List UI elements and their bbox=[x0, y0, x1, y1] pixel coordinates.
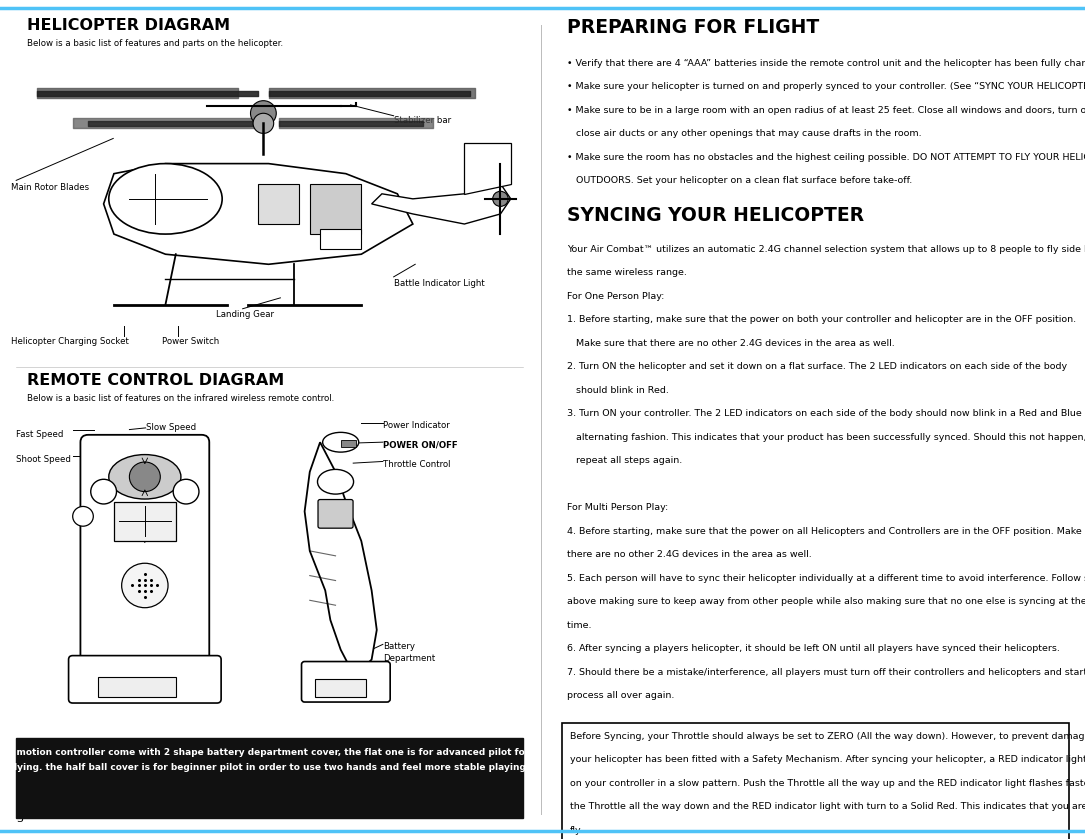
Text: Before Syncing, your Throttle should always be set to ZERO (All the way down). H: Before Syncing, your Throttle should alw… bbox=[570, 732, 1085, 741]
Circle shape bbox=[251, 101, 277, 126]
Text: Fast Speed: Fast Speed bbox=[16, 430, 64, 439]
Bar bbox=[258, 184, 299, 224]
Text: process all over again.: process all over again. bbox=[567, 691, 675, 701]
Text: your helicopter has been fitted with a Safety Mechanism. After syncing your heli: your helicopter has been fitted with a S… bbox=[570, 755, 1085, 764]
Text: 4: 4 bbox=[1057, 814, 1063, 824]
Text: • Make sure to be in a large room with an open radius of at least 25 feet. Close: • Make sure to be in a large room with a… bbox=[567, 106, 1085, 115]
Text: Trim Controls: Trim Controls bbox=[145, 468, 202, 477]
Text: Slow Speed: Slow Speed bbox=[145, 423, 195, 432]
Text: Landing Gear: Landing Gear bbox=[216, 310, 273, 320]
Text: NOTE: The motion controller come with 2 shape battery department cover, the flat: NOTE: The motion controller come with 2 … bbox=[0, 748, 579, 758]
Text: flying. the half ball cover is for beginner pilot in order to use two hands and : flying. the half ball cover is for begin… bbox=[10, 763, 529, 773]
Circle shape bbox=[73, 507, 93, 526]
Ellipse shape bbox=[129, 462, 161, 492]
Text: OUTDOORS. Set your helicopter on a clean flat surface before take-off.: OUTDOORS. Set your helicopter on a clean… bbox=[567, 176, 912, 185]
Text: Make sure that there are no other 2.4G devices in the area as well.: Make sure that there are no other 2.4G d… bbox=[567, 339, 898, 348]
Text: For One Person Play:: For One Person Play: bbox=[567, 292, 665, 301]
Text: should blink in Red.: should blink in Red. bbox=[567, 386, 673, 395]
Ellipse shape bbox=[322, 432, 359, 452]
Text: • Verify that there are 4 “AAA” batteries inside the remote control unit and the: • Verify that there are 4 “AAA” batterie… bbox=[567, 59, 1085, 68]
Text: 1. Before starting, make sure that the power on both your controller and helicop: 1. Before starting, make sure that the p… bbox=[567, 315, 1076, 325]
Bar bbox=[315, 680, 367, 696]
Text: 5. Each person will have to sync their helicopter individually at a different ti: 5. Each person will have to sync their h… bbox=[567, 574, 1085, 583]
Text: repeat all steps again.: repeat all steps again. bbox=[567, 456, 686, 466]
Text: Department: Department bbox=[383, 654, 435, 664]
Circle shape bbox=[91, 479, 116, 504]
Polygon shape bbox=[305, 442, 376, 670]
Bar bbox=[562, 723, 1069, 839]
Text: above making sure to keep away from other people while also making sure that no : above making sure to keep away from othe… bbox=[567, 597, 1085, 607]
Bar bbox=[310, 184, 361, 234]
Text: the same wireless range.: the same wireless range. bbox=[567, 268, 687, 278]
Bar bbox=[114, 502, 176, 541]
Text: Your Air Combat™ utilizes an automatic 2.4G channel selection system that allows: Your Air Combat™ utilizes an automatic 2… bbox=[567, 245, 1085, 254]
Text: Battery: Battery bbox=[383, 642, 414, 651]
FancyBboxPatch shape bbox=[318, 499, 353, 529]
Text: on your controller in a slow pattern. Push the Throttle all the way up and the R: on your controller in a slow pattern. Pu… bbox=[570, 779, 1085, 788]
Ellipse shape bbox=[108, 455, 181, 499]
Text: 7. Should there be a mistake/interference, all players must turn off their contr: 7. Should there be a mistake/interferenc… bbox=[567, 668, 1085, 677]
Bar bbox=[16, 738, 523, 818]
Polygon shape bbox=[464, 143, 511, 194]
Text: Shoot Speed: Shoot Speed bbox=[16, 455, 71, 464]
Circle shape bbox=[253, 113, 273, 133]
Text: close air ducts or any other openings that may cause drafts in the room.: close air ducts or any other openings th… bbox=[567, 129, 922, 138]
Text: Speaker: Speaker bbox=[145, 485, 181, 494]
FancyBboxPatch shape bbox=[302, 661, 391, 702]
Polygon shape bbox=[372, 184, 511, 224]
Bar bbox=[99, 677, 176, 696]
Circle shape bbox=[174, 479, 199, 504]
Text: Shoot Button: Shoot Button bbox=[145, 435, 202, 445]
Text: Battle Indicator Light: Battle Indicator Light bbox=[394, 279, 484, 288]
Bar bbox=[320, 229, 361, 249]
Text: there are no other 2.4G devices in the area as well.: there are no other 2.4G devices in the a… bbox=[567, 550, 812, 560]
Text: Below is a basic list of features on the infrared wireless remote control.: Below is a basic list of features on the… bbox=[27, 394, 334, 404]
Text: REMOTE CONTROL DIAGRAM: REMOTE CONTROL DIAGRAM bbox=[27, 373, 284, 388]
FancyBboxPatch shape bbox=[80, 435, 209, 677]
Text: Shoot Button: Shoot Button bbox=[145, 451, 202, 461]
Text: fly.: fly. bbox=[570, 826, 584, 835]
Text: Helicopter Charging Socket: Helicopter Charging Socket bbox=[11, 337, 129, 347]
Text: Throttle Control: Throttle Control bbox=[383, 460, 450, 469]
Text: HELICOPTER DIAGRAM: HELICOPTER DIAGRAM bbox=[27, 18, 230, 34]
Text: Below is a basic list of features and parts on the helicopter.: Below is a basic list of features and pa… bbox=[27, 39, 283, 49]
Text: • Make sure your helicopter is turned on and properly synced to your controller.: • Make sure your helicopter is turned on… bbox=[567, 82, 1085, 91]
Text: 2. Turn ON the helicopter and set it down on a flat surface. The 2 LED indicator: 2. Turn ON the helicopter and set it dow… bbox=[567, 362, 1068, 372]
Text: PREPARING FOR FLIGHT: PREPARING FOR FLIGHT bbox=[567, 18, 819, 38]
Text: • Make sure the room has no obstacles and the highest ceiling possible. DO NOT A: • Make sure the room has no obstacles an… bbox=[567, 153, 1085, 162]
Text: POWER ON/OFF: POWER ON/OFF bbox=[383, 440, 458, 450]
FancyBboxPatch shape bbox=[68, 655, 221, 703]
Text: 3. Turn ON your controller. The 2 LED indicators on each side of the body should: 3. Turn ON your controller. The 2 LED in… bbox=[567, 409, 1082, 419]
Text: Power Indicator: Power Indicator bbox=[383, 421, 449, 430]
Text: Stabilizer bar: Stabilizer bar bbox=[394, 116, 450, 125]
Text: SYNCING YOUR HELICOPTER: SYNCING YOUR HELICOPTER bbox=[567, 206, 865, 226]
Bar bbox=[341, 440, 356, 447]
Text: time.: time. bbox=[567, 621, 595, 630]
Circle shape bbox=[122, 563, 168, 607]
Ellipse shape bbox=[318, 469, 354, 494]
Text: Tail rotor: Tail rotor bbox=[452, 206, 490, 215]
Text: 3: 3 bbox=[16, 814, 23, 824]
Text: For Multi Person Play:: For Multi Person Play: bbox=[567, 503, 672, 513]
Text: 4. Before starting, make sure that the power on all Helicopters and Controllers : 4. Before starting, make sure that the p… bbox=[567, 527, 1085, 536]
Text: the Throttle all the way down and the RED indicator light with turn to a Solid R: the Throttle all the way down and the RE… bbox=[570, 802, 1085, 811]
Ellipse shape bbox=[108, 164, 222, 234]
Text: alternating fashion. This indicates that your product has been successfully sync: alternating fashion. This indicates that… bbox=[567, 433, 1085, 442]
Text: Main Rotor Blades: Main Rotor Blades bbox=[11, 183, 89, 192]
Polygon shape bbox=[104, 164, 413, 264]
Circle shape bbox=[493, 191, 508, 206]
Text: Power Switch: Power Switch bbox=[162, 337, 219, 347]
Text: 6. After syncing a players helicopter, it should be left ON until all players ha: 6. After syncing a players helicopter, i… bbox=[567, 644, 1063, 654]
